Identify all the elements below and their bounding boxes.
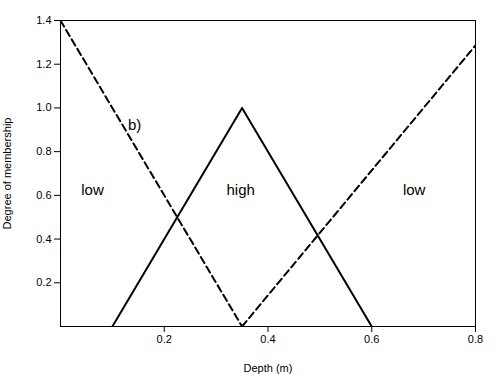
svg-text:1.2: 1.2 bbox=[36, 58, 51, 70]
svg-text:b): b) bbox=[128, 116, 141, 133]
svg-text:high: high bbox=[227, 181, 255, 198]
svg-text:0.8: 0.8 bbox=[468, 333, 483, 345]
svg-text:1.4: 1.4 bbox=[36, 14, 51, 26]
svg-text:0.6: 0.6 bbox=[36, 189, 51, 201]
svg-text:1.0: 1.0 bbox=[36, 101, 51, 113]
svg-text:0.2: 0.2 bbox=[36, 276, 51, 288]
svg-text:0.8: 0.8 bbox=[36, 145, 51, 157]
svg-text:0.6: 0.6 bbox=[364, 333, 379, 345]
svg-text:0.4: 0.4 bbox=[260, 333, 275, 345]
svg-text:low: low bbox=[403, 181, 426, 198]
svg-text:0.2: 0.2 bbox=[157, 333, 172, 345]
svg-text:0.4: 0.4 bbox=[36, 233, 51, 245]
svg-text:low: low bbox=[81, 181, 104, 198]
svg-text:Degree of membership: Degree of membership bbox=[1, 118, 13, 230]
svg-text:Depth (m): Depth (m) bbox=[244, 362, 293, 374]
